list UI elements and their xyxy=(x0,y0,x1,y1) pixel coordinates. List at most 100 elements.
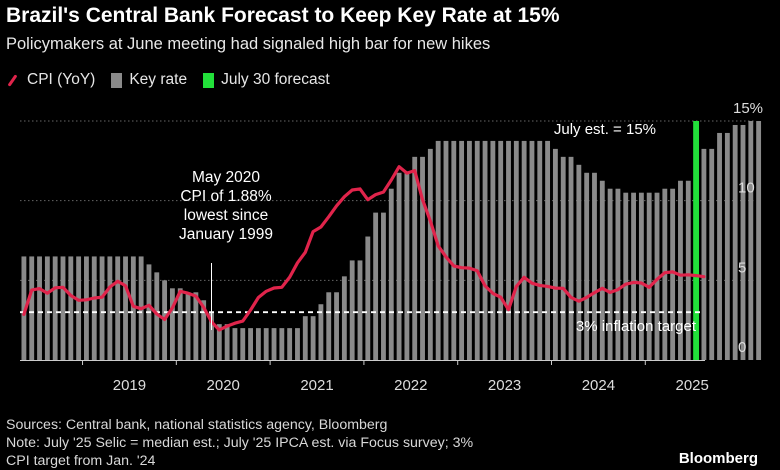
key-rate-bar xyxy=(248,328,253,360)
key-rate-bar xyxy=(130,256,136,360)
legend-item-key-rate: Key rate xyxy=(111,71,187,89)
x-tick-label: 2021 xyxy=(300,377,333,394)
key-rate-bar xyxy=(99,256,105,360)
y-tick-label: 0 xyxy=(738,339,746,356)
bloomberg-logo: Bloomberg xyxy=(678,450,758,467)
key-rate-bar xyxy=(724,132,730,360)
key-rate-bar xyxy=(443,140,449,360)
key-rate-bar xyxy=(365,236,371,360)
legend-label-cpi: CPI (YoY) xyxy=(27,71,96,88)
key-rate-bar xyxy=(631,192,636,360)
key-rate-bar xyxy=(568,156,574,360)
x-tick-label: 2020 xyxy=(207,377,240,394)
key-rate-bar xyxy=(592,172,597,360)
key-rate-bar xyxy=(506,140,511,360)
key-rate-bar xyxy=(216,324,222,360)
forecast-bars xyxy=(693,121,700,360)
key-rate-bar xyxy=(615,188,621,360)
key-rate-bar xyxy=(91,256,97,360)
key-rate-bar xyxy=(224,324,230,360)
key-rate-bar xyxy=(732,124,738,360)
key-rate-bar xyxy=(404,172,410,360)
key-rate-bar xyxy=(467,140,472,360)
key-rate-bar xyxy=(302,316,308,360)
key-rate-bar xyxy=(84,256,89,360)
key-rate-bar xyxy=(381,212,386,360)
key-rate-bar xyxy=(52,256,58,360)
key-rate-bar xyxy=(341,276,347,360)
cpi-line-layer xyxy=(22,165,706,332)
key-rate-bar xyxy=(263,328,269,360)
axes: 0 5 10 15% 2019 2020 2021 2022 2023 2024 2025 xyxy=(20,100,763,394)
key-rate-bar xyxy=(318,304,324,360)
annotations: May 2020 CPI of 1.88% lowest since January … xyxy=(179,121,697,335)
key-rate-bar xyxy=(44,256,50,360)
key-rate-bar xyxy=(537,140,543,360)
y-tick-label: 15% xyxy=(733,100,763,117)
may2020-annotation-text: lowest since xyxy=(184,207,268,224)
key-rate-bar xyxy=(623,192,629,360)
key-rate-bar xyxy=(209,312,214,360)
key-rate-bar xyxy=(295,328,300,360)
key-rate-bar xyxy=(310,316,316,360)
forecast-bar xyxy=(693,121,700,360)
may2020-annotation-text: CPI of 1.88% xyxy=(180,188,272,205)
key-rate-bar xyxy=(21,256,27,360)
key-rate-swatch-icon xyxy=(111,72,123,88)
x-tick-label: 2024 xyxy=(582,377,615,394)
may2020-annotation-text: May 2020 xyxy=(192,169,260,186)
key-rate-bar xyxy=(435,140,441,360)
key-rate-bar xyxy=(748,121,754,360)
footer-sources: Sources: Central bank, national statisti… xyxy=(6,417,388,433)
key-rate-bar xyxy=(740,124,746,360)
key-rate-bar xyxy=(607,188,613,360)
y-tick-label: 5 xyxy=(738,259,746,276)
key-rate-bar xyxy=(529,140,535,360)
key-rate-bar xyxy=(646,192,652,360)
cpi-line xyxy=(22,165,706,332)
key-rate-bar xyxy=(717,132,722,360)
key-rate-bar xyxy=(498,140,504,360)
key-rate-bar xyxy=(396,172,402,360)
key-rate-bar xyxy=(287,328,293,360)
key-rate-bar xyxy=(279,328,285,360)
key-rate-bar xyxy=(373,212,379,360)
july-estimate-label: July est. = 15% xyxy=(554,121,656,138)
key-rate-bar xyxy=(232,328,238,360)
key-rate-bar xyxy=(388,188,394,360)
key-rate-bar xyxy=(76,256,82,360)
key-rate-bar xyxy=(68,256,74,360)
key-rate-bar xyxy=(115,256,121,360)
key-rate-bar xyxy=(482,140,488,360)
legend-label-key-rate: Key rate xyxy=(129,71,188,88)
key-rate-bar xyxy=(451,140,457,360)
key-rate-bar xyxy=(334,292,339,360)
footer: Sources: Central bank, national statisti… xyxy=(6,416,473,470)
key-rate-bar xyxy=(185,292,191,360)
key-rate-bar xyxy=(513,140,519,360)
key-rate-bar xyxy=(169,288,175,360)
forecast-swatch-icon xyxy=(203,72,215,88)
key-rate-bar xyxy=(29,256,35,360)
key-rate-bar xyxy=(552,148,558,360)
legend-label-forecast: July 30 forecast xyxy=(221,71,330,88)
x-tick-label: 2019 xyxy=(113,377,146,394)
legend: CPI (YoY) Key rate July 30 forecast xyxy=(6,69,346,91)
key-rate-bar xyxy=(154,272,160,360)
key-rate-bar xyxy=(357,260,363,360)
key-rate-bar xyxy=(709,148,715,360)
key-rate-bar xyxy=(193,292,199,360)
key-rate-bar xyxy=(756,121,762,360)
x-tick-label: 2025 xyxy=(675,377,708,394)
key-rate-bar xyxy=(576,164,582,360)
key-rate-bar xyxy=(638,192,644,360)
key-rate-bar xyxy=(678,180,683,360)
key-rate-bar xyxy=(123,256,128,360)
key-rate-bar xyxy=(201,300,207,360)
key-rate-bar xyxy=(654,192,660,360)
key-rate-bar xyxy=(545,140,551,360)
key-rate-bar xyxy=(255,328,261,360)
may2020-annotation-text: January 1999 xyxy=(179,226,273,243)
key-rate-bar xyxy=(701,148,707,360)
